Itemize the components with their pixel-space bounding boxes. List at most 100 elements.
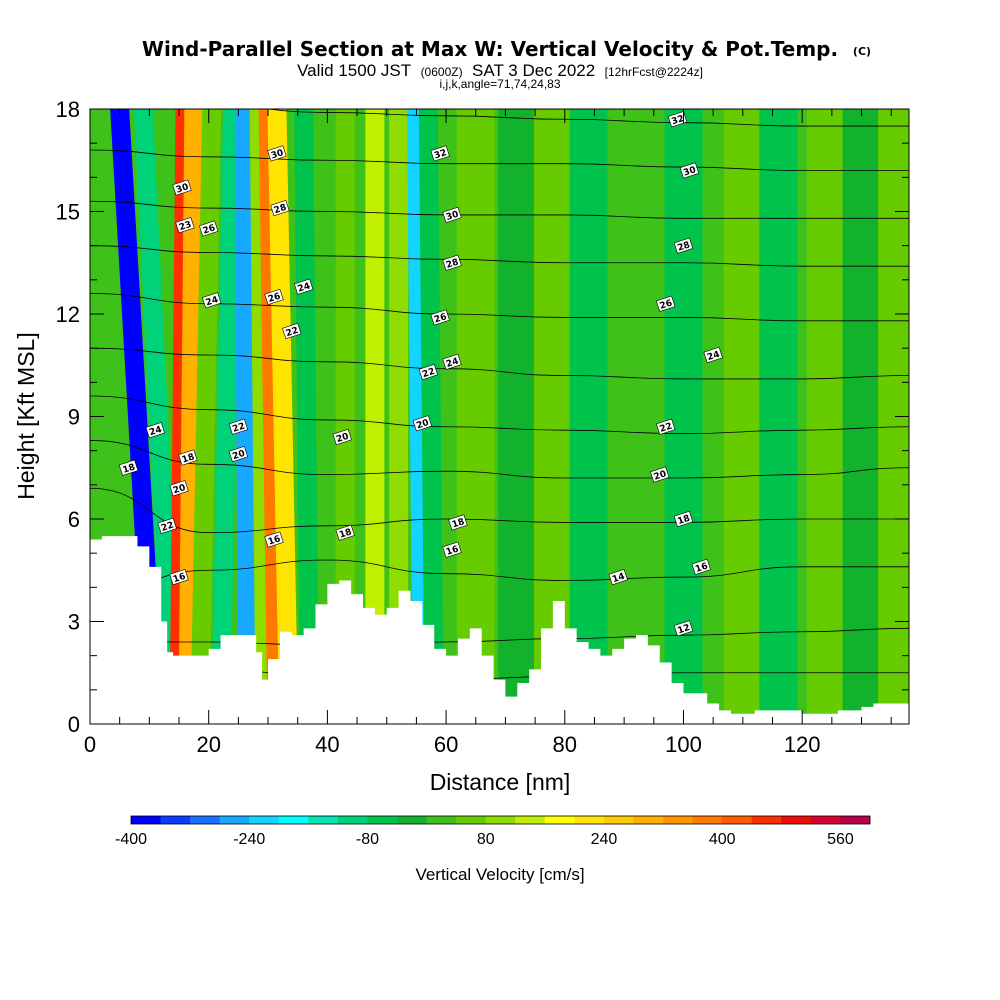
svg-text:18: 18 xyxy=(338,527,353,540)
w-band-25 xyxy=(842,109,881,724)
x-tick-label: 40 xyxy=(315,732,339,757)
colorbar-swatch xyxy=(603,816,634,824)
contour-label-21: 30 xyxy=(442,206,462,223)
svg-text:20: 20 xyxy=(172,483,187,496)
theta-contour-16 xyxy=(90,559,909,595)
svg-text:20: 20 xyxy=(653,469,668,482)
svg-text:26: 26 xyxy=(267,292,282,305)
contour-label-29: 32 xyxy=(667,111,688,127)
y-axis: 0 3 6 9 12 15 18 xyxy=(56,97,909,737)
colorbar-swatch xyxy=(810,816,841,824)
contour-label-27: 18 xyxy=(448,514,468,531)
y-tick-label: 0 xyxy=(68,712,80,737)
svg-text:12: 12 xyxy=(676,623,691,636)
svg-text:26: 26 xyxy=(433,312,448,325)
contour-label-33: 24 xyxy=(703,346,723,363)
svg-text:14: 14 xyxy=(611,572,626,585)
colorbar-swatch xyxy=(456,816,487,824)
y-tick-label: 12 xyxy=(56,302,80,327)
colorbar-label: -400 xyxy=(115,831,147,848)
w-band-9 xyxy=(267,109,299,724)
colorbar-label: 400 xyxy=(709,831,736,848)
w-band-1 xyxy=(133,109,183,724)
colorbar-label: -80 xyxy=(356,831,379,848)
svg-text:16: 16 xyxy=(267,534,282,547)
copyright-mark: (C) xyxy=(853,45,871,58)
svg-text:26: 26 xyxy=(202,223,217,236)
colorbar-label: 240 xyxy=(591,831,618,848)
contour-label-15: 24 xyxy=(293,278,314,295)
w-band-26 xyxy=(878,109,909,724)
w-band-11 xyxy=(335,109,355,724)
svg-text:22: 22 xyxy=(659,421,674,434)
x-tick-label: 0 xyxy=(84,732,96,757)
colorbar xyxy=(130,815,871,825)
y-tick-label: 6 xyxy=(68,507,80,532)
contour-label-6: 18 xyxy=(178,449,198,466)
contour-label-9: 16 xyxy=(169,569,189,585)
colorbar-tick-labels: -400 -240 -80 80 240 400 560 xyxy=(115,831,854,848)
colorbar-swatch xyxy=(426,816,457,824)
svg-text:24: 24 xyxy=(297,281,312,294)
contour-label-8: 22 xyxy=(157,517,177,534)
svg-text:24: 24 xyxy=(148,425,163,438)
colorbar-label: -240 xyxy=(233,831,265,848)
colorbar-swatch xyxy=(337,816,368,824)
contour-label-10: 22 xyxy=(228,418,249,435)
contour-label-17: 16 xyxy=(264,531,284,548)
w-band-20 xyxy=(617,109,655,724)
theta-contour-34 xyxy=(264,109,909,127)
svg-text:28: 28 xyxy=(445,257,460,270)
y-axis-label: Height [Kft MSL] xyxy=(13,332,39,499)
contour-label-5: 24 xyxy=(201,292,222,308)
contour-label-23: 26 xyxy=(430,309,450,326)
contour-label-24: 24 xyxy=(442,353,462,370)
contour-label-13: 28 xyxy=(270,200,290,216)
svg-text:30: 30 xyxy=(682,165,697,178)
svg-text:30: 30 xyxy=(445,210,460,223)
svg-text:20: 20 xyxy=(335,432,350,445)
w-band-12 xyxy=(365,109,385,724)
colorbar-swatch xyxy=(131,816,161,824)
contour-label-37: 16 xyxy=(691,558,711,575)
contour-label-31: 28 xyxy=(673,237,694,254)
valid-time-line: Valid 1500 JST (0600Z) SAT 3 Dec 2022 [1… xyxy=(297,61,703,80)
x-tick-label: 80 xyxy=(553,732,577,757)
colorbar-label: 560 xyxy=(827,831,854,848)
contour-label-18: 20 xyxy=(332,428,352,445)
x-axis: 0 20 40 60 80 100 120 xyxy=(84,109,892,757)
contour-label-25: 22 xyxy=(418,364,438,380)
colorbar-swatch xyxy=(751,816,782,824)
w-band-23 xyxy=(759,109,798,724)
contour-label-11: 20 xyxy=(228,446,249,462)
colorbar-swatch xyxy=(633,816,664,824)
contour-label-36: 18 xyxy=(673,510,694,527)
theta-contour-22 xyxy=(90,395,909,434)
contour-label-14: 26 xyxy=(264,288,284,305)
svg-text:32: 32 xyxy=(671,114,686,127)
svg-text:30: 30 xyxy=(270,148,285,161)
contour-label-38: 14 xyxy=(608,569,628,585)
colorbar-swatch xyxy=(219,816,250,824)
contour-label-1: 24 xyxy=(145,422,165,438)
x-tick-label: 120 xyxy=(784,732,821,757)
colorbar-swatch xyxy=(574,816,605,824)
svg-text:20: 20 xyxy=(415,418,430,431)
svg-text:16: 16 xyxy=(445,544,460,557)
contour-label-20: 32 xyxy=(430,145,450,162)
colorbar-swatch xyxy=(781,816,812,824)
theta-contours xyxy=(90,109,909,680)
svg-text:24: 24 xyxy=(445,357,460,370)
w-band-17 xyxy=(498,109,537,724)
valid-date: SAT 3 Dec 2022 xyxy=(472,61,595,80)
svg-text:32: 32 xyxy=(433,148,448,161)
contour-label-39: 12 xyxy=(673,620,694,636)
colorbar-swatch xyxy=(722,816,753,824)
colorbar-swatch xyxy=(544,816,575,824)
theta-contour-30 xyxy=(90,200,909,219)
svg-text:22: 22 xyxy=(421,367,436,380)
w-band-10 xyxy=(294,109,320,724)
svg-text:20: 20 xyxy=(231,449,246,462)
colorbar-swatch xyxy=(367,816,398,824)
colorbar-frame xyxy=(130,815,871,825)
